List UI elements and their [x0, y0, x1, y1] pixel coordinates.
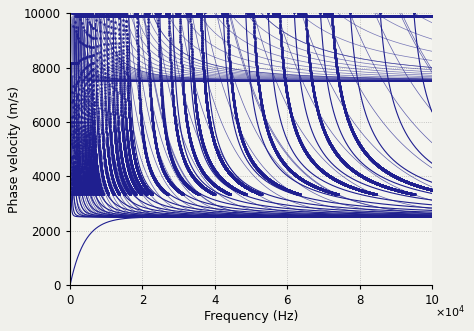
X-axis label: Frequency (Hz): Frequency (Hz) — [204, 310, 298, 323]
Text: $\times10^4$: $\times10^4$ — [436, 304, 465, 320]
Y-axis label: Phase velocity (m/s): Phase velocity (m/s) — [9, 86, 21, 213]
